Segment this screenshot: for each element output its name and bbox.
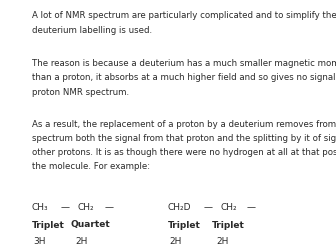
Text: Triplet: Triplet [168,220,201,230]
Text: —: — [247,203,256,212]
Text: 3H: 3H [34,237,46,246]
Text: Triplet: Triplet [32,220,65,230]
Text: —: — [60,203,70,212]
Text: 2H: 2H [170,237,182,246]
Text: A lot of NMR spectrum are particularly complicated and to simplify them,
deuteri: A lot of NMR spectrum are particularly c… [32,11,336,35]
Text: As a result, the replacement of a proton by a deuterium removes from an NMR
spec: As a result, the replacement of a proton… [32,120,336,171]
Text: —: — [203,203,212,212]
Text: Quartet: Quartet [71,220,110,230]
Text: The reason is because a deuterium has a much smaller magnetic moment
than a prot: The reason is because a deuterium has a … [32,59,336,97]
Text: 2H: 2H [216,237,228,246]
Text: CH₂: CH₂ [220,203,237,212]
Text: 2H: 2H [75,237,87,246]
Text: CH₂D: CH₂D [168,203,192,212]
Text: CH₃: CH₃ [32,203,48,212]
Text: —: — [104,203,113,212]
Text: CH₂: CH₂ [77,203,94,212]
Text: Triplet: Triplet [212,220,245,230]
